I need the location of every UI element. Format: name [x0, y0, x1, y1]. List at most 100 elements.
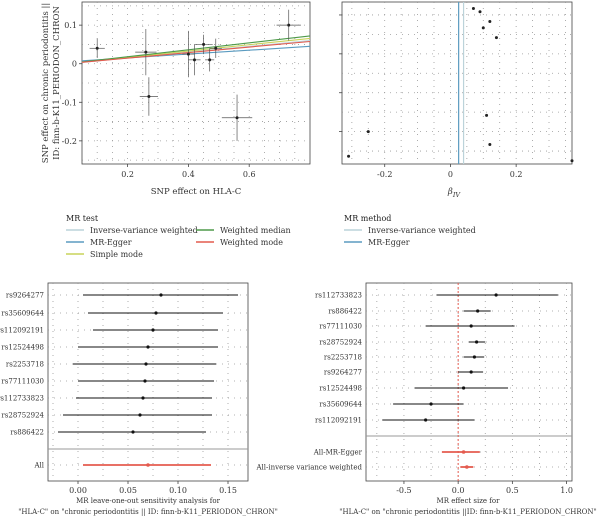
forest-estimate-point [138, 413, 142, 417]
mr-test-legend-item-label: Weighted median [220, 226, 291, 235]
scatter-panel: 0.1 0 -0.1 -0.2 0.2 0.4 0.6 SNP effect on HLA… [41, 1, 311, 197]
forest-summary-label: All [33, 462, 44, 470]
snp-point [208, 58, 212, 62]
snp-point [95, 46, 99, 50]
forest-estimate-point [469, 370, 473, 374]
forest-summary-point [465, 465, 469, 469]
forest-estimate-point [476, 309, 480, 313]
effect-size-panel: rs112733823 rs886422 rs77111030 rs28752924 r… [255, 282, 597, 516]
forest-x-tick-label: -0.5 [396, 486, 411, 495]
forest-estimate-point [474, 340, 479, 344]
scatter-y-tick-label: 0 [72, 60, 77, 69]
effect-size-caption-line2: "HLA-C" on "chronic periodontitis ||ID: … [339, 508, 596, 516]
forest-row-label: rs9264277 [6, 292, 44, 300]
funnel-panel: -0.2 0 0.2 βIV [339, 1, 574, 199]
funnel-x-tick-label: 0.2 [510, 170, 523, 179]
mr-test-legend-item-label: Weighted mode [220, 238, 283, 247]
forest-x-tick-label: 0.00 [69, 486, 87, 495]
leave-one-out-caption-line2: "HLA-C" on "chronic periodontitis || ID:… [18, 508, 278, 516]
forest-estimate-point [131, 430, 135, 434]
forest-x-tick-label: 0.0 [452, 486, 465, 495]
forest-row-label: rs12524498 [1, 344, 44, 352]
forest-summary-point [146, 463, 150, 467]
forest-row-label: rs112092191 [315, 417, 362, 425]
forest-estimate-point [141, 396, 145, 400]
funnel-point [488, 19, 492, 23]
forest-summary-point [461, 450, 466, 454]
scatter-x-tick-label: 0.4 [182, 170, 195, 179]
forest-row-label: rs77111030 [319, 323, 362, 331]
funnel-point [570, 159, 574, 163]
funnel-point [494, 36, 498, 40]
mr-test-legend-item-label: Inverse-variance weighted [90, 226, 198, 235]
mr-method-legend: MR method Inverse-variance weighted MR-Eg… [344, 214, 476, 247]
scatter-x-axis-label: SNP effect on HLA-C [151, 187, 242, 197]
funnel-point [478, 10, 482, 14]
funnel-point [471, 6, 475, 10]
mr-method-legend-item-label: MR-Egger [368, 238, 410, 247]
forest-x-tick-label: 0.15 [219, 486, 237, 495]
snp-point [192, 58, 196, 62]
forest-estimate-point [159, 293, 163, 297]
forest-estimate-point [469, 324, 473, 328]
scatter-y-axis-label-line2: ID: finn-b-K11_PERIODON_CHRON [52, 6, 62, 160]
forest-estimate-point [143, 379, 147, 383]
forest-row-label: rs28752924 [1, 412, 44, 420]
forest-row-label: rs12524498 [319, 385, 362, 393]
snp-point [214, 46, 218, 50]
forest-estimate-point [429, 402, 433, 406]
funnel-point [366, 130, 370, 134]
forest-estimate-point [151, 328, 155, 332]
mr-test-legend-item-label: Simple mode [90, 250, 143, 259]
forest-row-label: rs112092191 [0, 327, 44, 335]
forest-row-label: rs35609644 [1, 310, 44, 318]
forest-x-tick-label: 0.05 [119, 486, 137, 495]
forest-estimate-point [146, 345, 150, 349]
scatter-y-tick-label: -0.2 [62, 137, 77, 146]
regression-line-wmedian [81, 35, 311, 63]
snp-point [202, 42, 206, 46]
leave-one-out-caption-line1: MR leave-one-out sensitivity analysis fo… [76, 497, 220, 505]
scatter-x-tick-label: 0.6 [243, 170, 256, 179]
scatter-x-tick-label: 0.2 [121, 170, 134, 179]
funnel-x-tick-label: 0 [448, 170, 453, 179]
scatter-y-tick-label: -0.1 [62, 98, 77, 107]
effect-size-caption-line1: MR effect size for [437, 497, 501, 505]
snp-point [186, 52, 190, 56]
forest-estimate-point [472, 355, 477, 359]
mr-test-legend: MR test Inverse-variance weighted MR-Egge… [66, 214, 291, 259]
mr-test-legend-item-label: MR-Egger [90, 238, 132, 247]
forest-estimate-point [144, 362, 148, 366]
snp-point [287, 23, 291, 27]
regression-line-wmode [81, 40, 311, 63]
forest-x-tick-label: 0.10 [169, 486, 187, 495]
forest-x-tick-label: 1.0 [560, 486, 573, 495]
snp-point [235, 116, 239, 120]
forest-row-label: rs112733823 [315, 292, 362, 300]
funnel-point [347, 154, 351, 158]
funnel-point [481, 26, 485, 30]
forest-summary-label: All-MR-Egger [313, 449, 363, 457]
funnel-point [485, 113, 489, 117]
funnel-plot-area [341, 1, 573, 165]
scatter-y-axis-label-line1: SNP effect on chronic periodontitis || [41, 3, 51, 164]
forest-estimate-point [461, 386, 466, 390]
forest-x-tick-label: 0.5 [506, 486, 519, 495]
forest-row-label: rs2253718 [324, 354, 362, 362]
effect-size-plot-area [365, 282, 573, 482]
forest-summary-label: All-inverse variance weighted [255, 464, 362, 472]
forest-row-label: rs2253718 [6, 361, 44, 369]
forest-row-label: rs35609644 [319, 401, 362, 409]
leave-one-out-plot-area [47, 282, 249, 482]
snp-point [147, 95, 151, 98]
leave-one-out-panel: rs9264277 rs35609644 rs112092191 rs12524498… [0, 282, 278, 516]
forest-row-label: rs28752924 [319, 339, 362, 347]
forest-row-label: rs77111030 [1, 378, 44, 386]
mr-method-legend-title: MR method [344, 214, 391, 223]
mr-test-legend-title: MR test [66, 214, 99, 223]
forest-row-label: rs886422 [328, 308, 362, 316]
forest-row-label: rs9264277 [324, 369, 362, 377]
scatter-y-tick-label: 0.1 [64, 21, 77, 30]
snp-point [144, 50, 148, 54]
